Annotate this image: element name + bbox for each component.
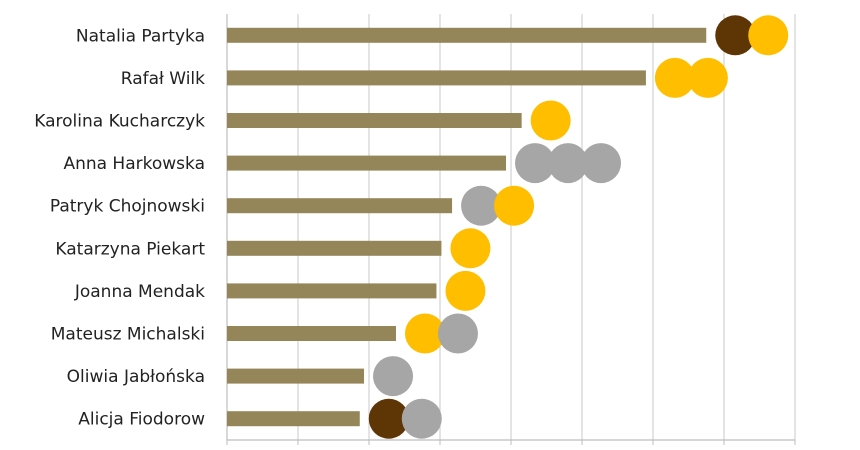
bar-7 xyxy=(227,283,437,299)
bronze-medal-10-1 xyxy=(368,398,409,439)
athlete-label-9: Oliwia Jabłońska xyxy=(67,367,205,387)
bar-8 xyxy=(227,326,396,341)
silver-medal-5-1 xyxy=(461,185,502,226)
gold-medal-7-1 xyxy=(445,270,486,311)
bar-6 xyxy=(227,240,442,256)
silver-medal-4-2 xyxy=(548,143,589,184)
gold-medal-2-2 xyxy=(687,57,728,98)
bar-5 xyxy=(227,198,453,214)
athlete-label-5: Patryk Chojnowski xyxy=(50,197,205,217)
athlete-label-3: Karolina Kucharczyk xyxy=(34,112,205,132)
gold-medal-2-1 xyxy=(654,57,695,98)
athlete-label-8: Mateusz Michalski xyxy=(51,325,205,345)
silver-medal-8-2 xyxy=(437,313,478,354)
athlete-label-10: Alicja Fiodorow xyxy=(78,410,205,430)
bar-3 xyxy=(227,113,522,128)
gold-medal-1-2 xyxy=(748,15,789,56)
bar-1 xyxy=(227,27,707,43)
silver-medal-4-1 xyxy=(515,143,556,184)
bar-2 xyxy=(227,70,646,86)
bar-layer xyxy=(227,27,707,427)
gold-medal-5-2 xyxy=(494,185,535,226)
bar-9 xyxy=(227,368,365,384)
bronze-medal-1-1 xyxy=(715,15,756,56)
athlete-label-1: Natalia Partyka xyxy=(76,26,205,46)
athlete-label-4: Anna Harkowska xyxy=(63,154,205,174)
bar-10 xyxy=(227,411,360,427)
gold-medal-3-1 xyxy=(530,100,571,141)
silver-medal-9-1 xyxy=(373,356,414,397)
athlete-label-2: Rafał Wilk xyxy=(121,69,205,89)
silver-medal-4-3 xyxy=(581,143,622,184)
athlete-label-7: Joanna Mendak xyxy=(74,282,205,302)
label-layer: Natalia Partyka Rafał Wilk Karolina Kuchar… xyxy=(34,26,205,429)
gold-medal-6-1 xyxy=(450,228,491,269)
gold-medal-8-1 xyxy=(404,313,445,354)
athlete-label-6: Katarzyna Piekart xyxy=(55,239,205,259)
silver-medal-10-2 xyxy=(401,398,442,439)
bar-4 xyxy=(227,155,507,171)
medal-layer xyxy=(368,15,789,439)
